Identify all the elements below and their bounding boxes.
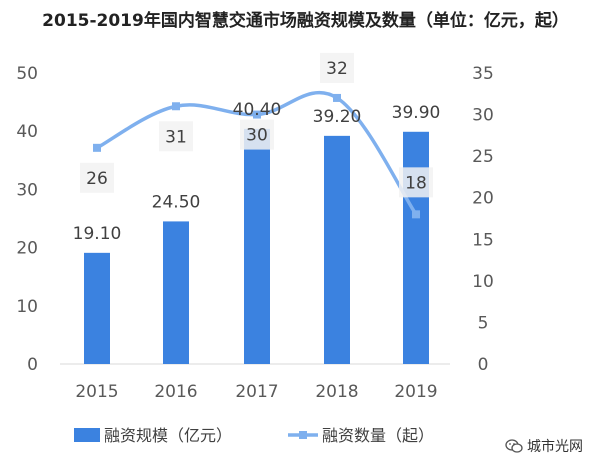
right-tick-label: 25 bbox=[472, 147, 494, 167]
left-tick-label: 30 bbox=[16, 180, 38, 200]
watermark-text: 城市光网 bbox=[527, 439, 583, 455]
line-label-box bbox=[240, 119, 274, 150]
bar bbox=[163, 221, 189, 364]
line-label-box bbox=[80, 162, 114, 193]
legend: 融资规模（亿元） 融资数量（起） bbox=[74, 426, 434, 445]
x-tick-label: 2017 bbox=[235, 382, 278, 402]
right-tick-label: 10 bbox=[472, 272, 494, 292]
line-marker bbox=[253, 110, 261, 119]
line-marker bbox=[333, 93, 341, 102]
right-tick-label: 30 bbox=[472, 106, 494, 126]
line-label-box bbox=[399, 167, 433, 198]
x-tick-label: 2019 bbox=[394, 382, 437, 402]
right-tick-label: 15 bbox=[472, 230, 494, 250]
line-path bbox=[96, 90, 418, 216]
line-label-box bbox=[320, 52, 354, 83]
bar-value-label: 39.90 bbox=[392, 103, 441, 123]
x-tick-label: 2015 bbox=[75, 382, 118, 402]
line-value-label: 26 bbox=[86, 169, 108, 189]
x-tick-label: 2016 bbox=[154, 382, 197, 402]
left-tick-label: 10 bbox=[16, 297, 38, 317]
left-tick-label: 50 bbox=[16, 64, 38, 84]
line-labels: 26 31 30 32 18 bbox=[80, 52, 433, 198]
line-marker bbox=[93, 143, 101, 152]
line-value-label: 18 bbox=[405, 173, 427, 193]
bar bbox=[244, 128, 270, 364]
left-tick-label: 20 bbox=[16, 239, 38, 259]
left-tick-label: 0 bbox=[27, 355, 38, 375]
line-marker bbox=[172, 102, 180, 111]
right-tick-label: 20 bbox=[472, 189, 494, 209]
line-marker bbox=[412, 210, 420, 219]
bar-value-label: 19.10 bbox=[73, 224, 122, 244]
bar-value-label: 24.50 bbox=[152, 192, 201, 212]
watermark: 城市光网 bbox=[505, 436, 583, 456]
line-value-label: 32 bbox=[326, 59, 348, 79]
bar-series bbox=[84, 128, 429, 364]
bar bbox=[324, 135, 350, 364]
right-axis: 0 5 10 15 20 25 30 35 bbox=[472, 64, 494, 375]
line-label-box bbox=[159, 121, 193, 152]
bar-value-label: 39.20 bbox=[313, 107, 362, 127]
legend-bar-swatch bbox=[74, 428, 100, 442]
right-tick-label: 0 bbox=[478, 355, 489, 375]
legend-bar-label: 融资规模（亿元） bbox=[104, 426, 232, 445]
left-axis: 0 10 20 30 40 50 bbox=[16, 64, 38, 375]
wechat-icon bbox=[505, 439, 523, 453]
x-axis: 2015 2016 2017 2018 2019 bbox=[75, 382, 437, 402]
bar bbox=[84, 252, 110, 364]
right-tick-label: 5 bbox=[478, 313, 489, 333]
line-value-label: 31 bbox=[165, 127, 187, 147]
bar-labels: 19.10 24.50 40.40 39.20 39.90 bbox=[73, 100, 441, 244]
legend-line-label: 融资数量（起） bbox=[322, 426, 434, 445]
bar-value-label: 40.40 bbox=[233, 100, 282, 120]
line-value-label: 30 bbox=[246, 126, 268, 146]
chart-title: 2015-2019年国内智慧交通市场融资规模及数量（单位：亿元，起） bbox=[42, 11, 569, 31]
line-series bbox=[93, 90, 420, 219]
bar bbox=[403, 131, 429, 364]
left-tick-label: 40 bbox=[16, 122, 38, 142]
x-tick-label: 2018 bbox=[315, 382, 358, 402]
right-tick-label: 35 bbox=[472, 64, 494, 84]
legend-line-marker bbox=[299, 431, 307, 439]
